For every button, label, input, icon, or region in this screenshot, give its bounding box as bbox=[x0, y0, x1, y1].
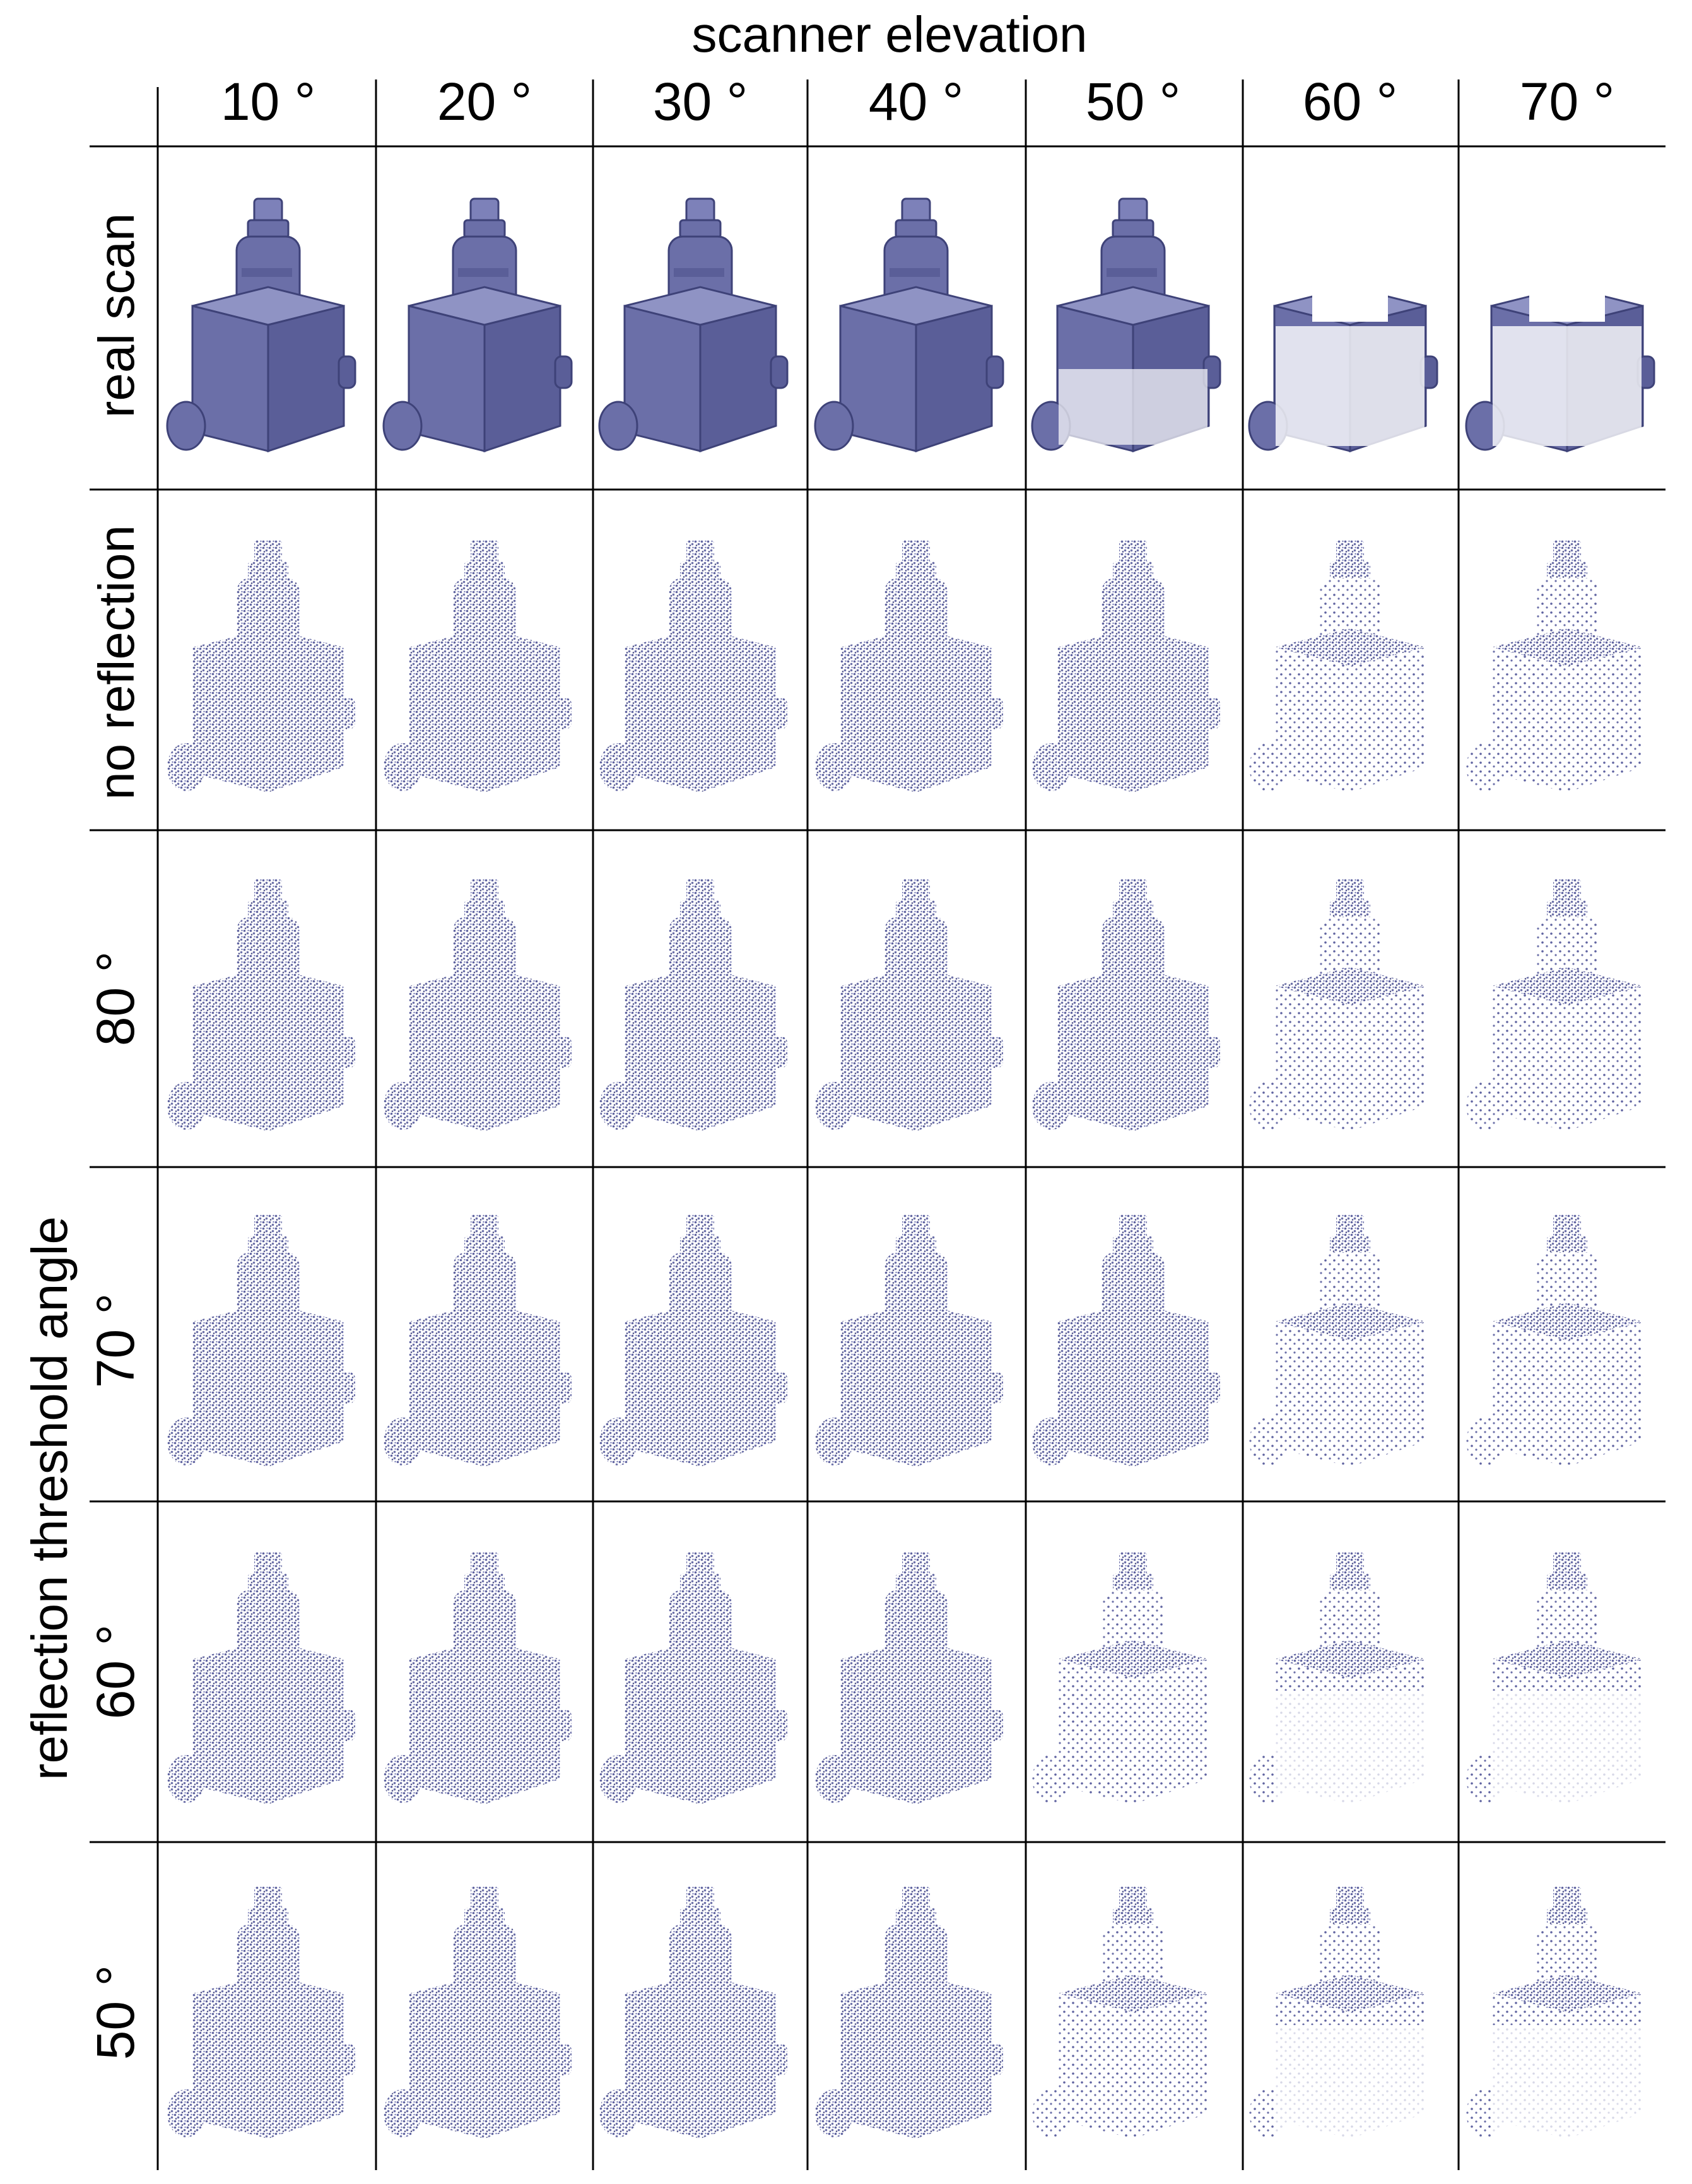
col-header-60: 60 ° bbox=[1303, 72, 1397, 131]
thumbnail-r0-c2 bbox=[598, 197, 789, 452]
thumbnail-r5-c6 bbox=[1466, 1886, 1643, 2139]
image-grid bbox=[166, 196, 1655, 2139]
thumbnail-r4-c3 bbox=[815, 1552, 1003, 1804]
row-label-real-scan: real scan bbox=[88, 213, 144, 418]
thumbnail-r3-c0 bbox=[167, 1214, 355, 1467]
row-label-60: 60 ° bbox=[86, 1624, 145, 1719]
thumbnail-r0-c0 bbox=[166, 197, 356, 452]
thumbnail-r2-c5 bbox=[1249, 879, 1426, 1131]
figure-title: scanner elevation bbox=[691, 6, 1087, 62]
thumbnail-r5-c0 bbox=[167, 1886, 355, 2139]
thumbnail-r4-c2 bbox=[599, 1552, 787, 1804]
thumbnail-r2-c3 bbox=[815, 879, 1003, 1131]
thumbnail-r3-c4 bbox=[1032, 1214, 1220, 1467]
col-header-70: 70 ° bbox=[1520, 72, 1614, 131]
thumbnail-r1-c6 bbox=[1466, 540, 1643, 792]
row-label-80: 80 ° bbox=[86, 951, 145, 1046]
thumbnail-r1-c1 bbox=[384, 540, 572, 792]
col-header-40: 40 ° bbox=[869, 72, 963, 131]
row-group-label: reflection threshold angle bbox=[21, 1216, 78, 1780]
col-header-50: 50 ° bbox=[1086, 72, 1180, 131]
thumbnail-r2-c4 bbox=[1032, 879, 1220, 1131]
column-headers: 10 ° 20 ° 30 ° 40 ° 50 ° 60 ° 70 ° bbox=[221, 72, 1614, 131]
thumbnail-r1-c3 bbox=[815, 540, 1003, 792]
row-label-70: 70 ° bbox=[86, 1293, 145, 1388]
thumbnail-r3-c5 bbox=[1249, 1214, 1426, 1467]
thumbnail-r4-c5 bbox=[1249, 1552, 1426, 1804]
thumbnail-r0-c1 bbox=[382, 197, 573, 452]
thumbnail-r0-c4 bbox=[1031, 197, 1221, 452]
thumbnail-r0-c6 bbox=[1465, 196, 1655, 452]
thumbnail-r3-c6 bbox=[1466, 1214, 1643, 1467]
thumbnail-r3-c3 bbox=[815, 1214, 1003, 1467]
thumbnail-r0-c3 bbox=[814, 197, 1004, 452]
thumbnail-r5-c3 bbox=[815, 1886, 1003, 2139]
table-grid bbox=[90, 79, 1666, 2170]
thumbnail-r3-c1 bbox=[384, 1214, 572, 1467]
thumbnail-r1-c0 bbox=[167, 540, 355, 792]
thumbnail-r3-c2 bbox=[599, 1214, 787, 1467]
thumbnail-r4-c4 bbox=[1032, 1552, 1209, 1804]
thumbnail-r5-c4 bbox=[1032, 1886, 1209, 2139]
thumbnail-r2-c6 bbox=[1466, 879, 1643, 1131]
col-header-20: 20 ° bbox=[437, 72, 532, 131]
thumbnail-r5-c1 bbox=[384, 1886, 572, 2139]
col-header-30: 30 ° bbox=[653, 72, 748, 131]
col-header-10: 10 ° bbox=[221, 72, 315, 131]
row-label-no-reflection: no reflection bbox=[88, 525, 144, 800]
thumbnail-r2-c0 bbox=[167, 879, 355, 1131]
thumbnail-r5-c2 bbox=[599, 1886, 787, 2139]
thumbnail-r1-c4 bbox=[1032, 540, 1220, 792]
thumbnail-r0-c5 bbox=[1248, 196, 1438, 452]
thumbnail-r4-c1 bbox=[384, 1552, 572, 1804]
thumbnail-r4-c0 bbox=[167, 1552, 355, 1804]
thumbnail-r4-c6 bbox=[1466, 1552, 1643, 1804]
thumbnail-r1-c2 bbox=[599, 540, 787, 792]
row-label-50: 50 ° bbox=[86, 1965, 145, 2060]
thumbnail-r2-c1 bbox=[384, 879, 572, 1131]
row-labels: real scan no reflection 80 ° 70 ° 60 ° 5… bbox=[21, 213, 145, 2060]
thumbnail-r5-c5 bbox=[1249, 1886, 1426, 2139]
thumbnail-r2-c2 bbox=[599, 879, 787, 1131]
thumbnail-r1-c5 bbox=[1249, 540, 1426, 792]
